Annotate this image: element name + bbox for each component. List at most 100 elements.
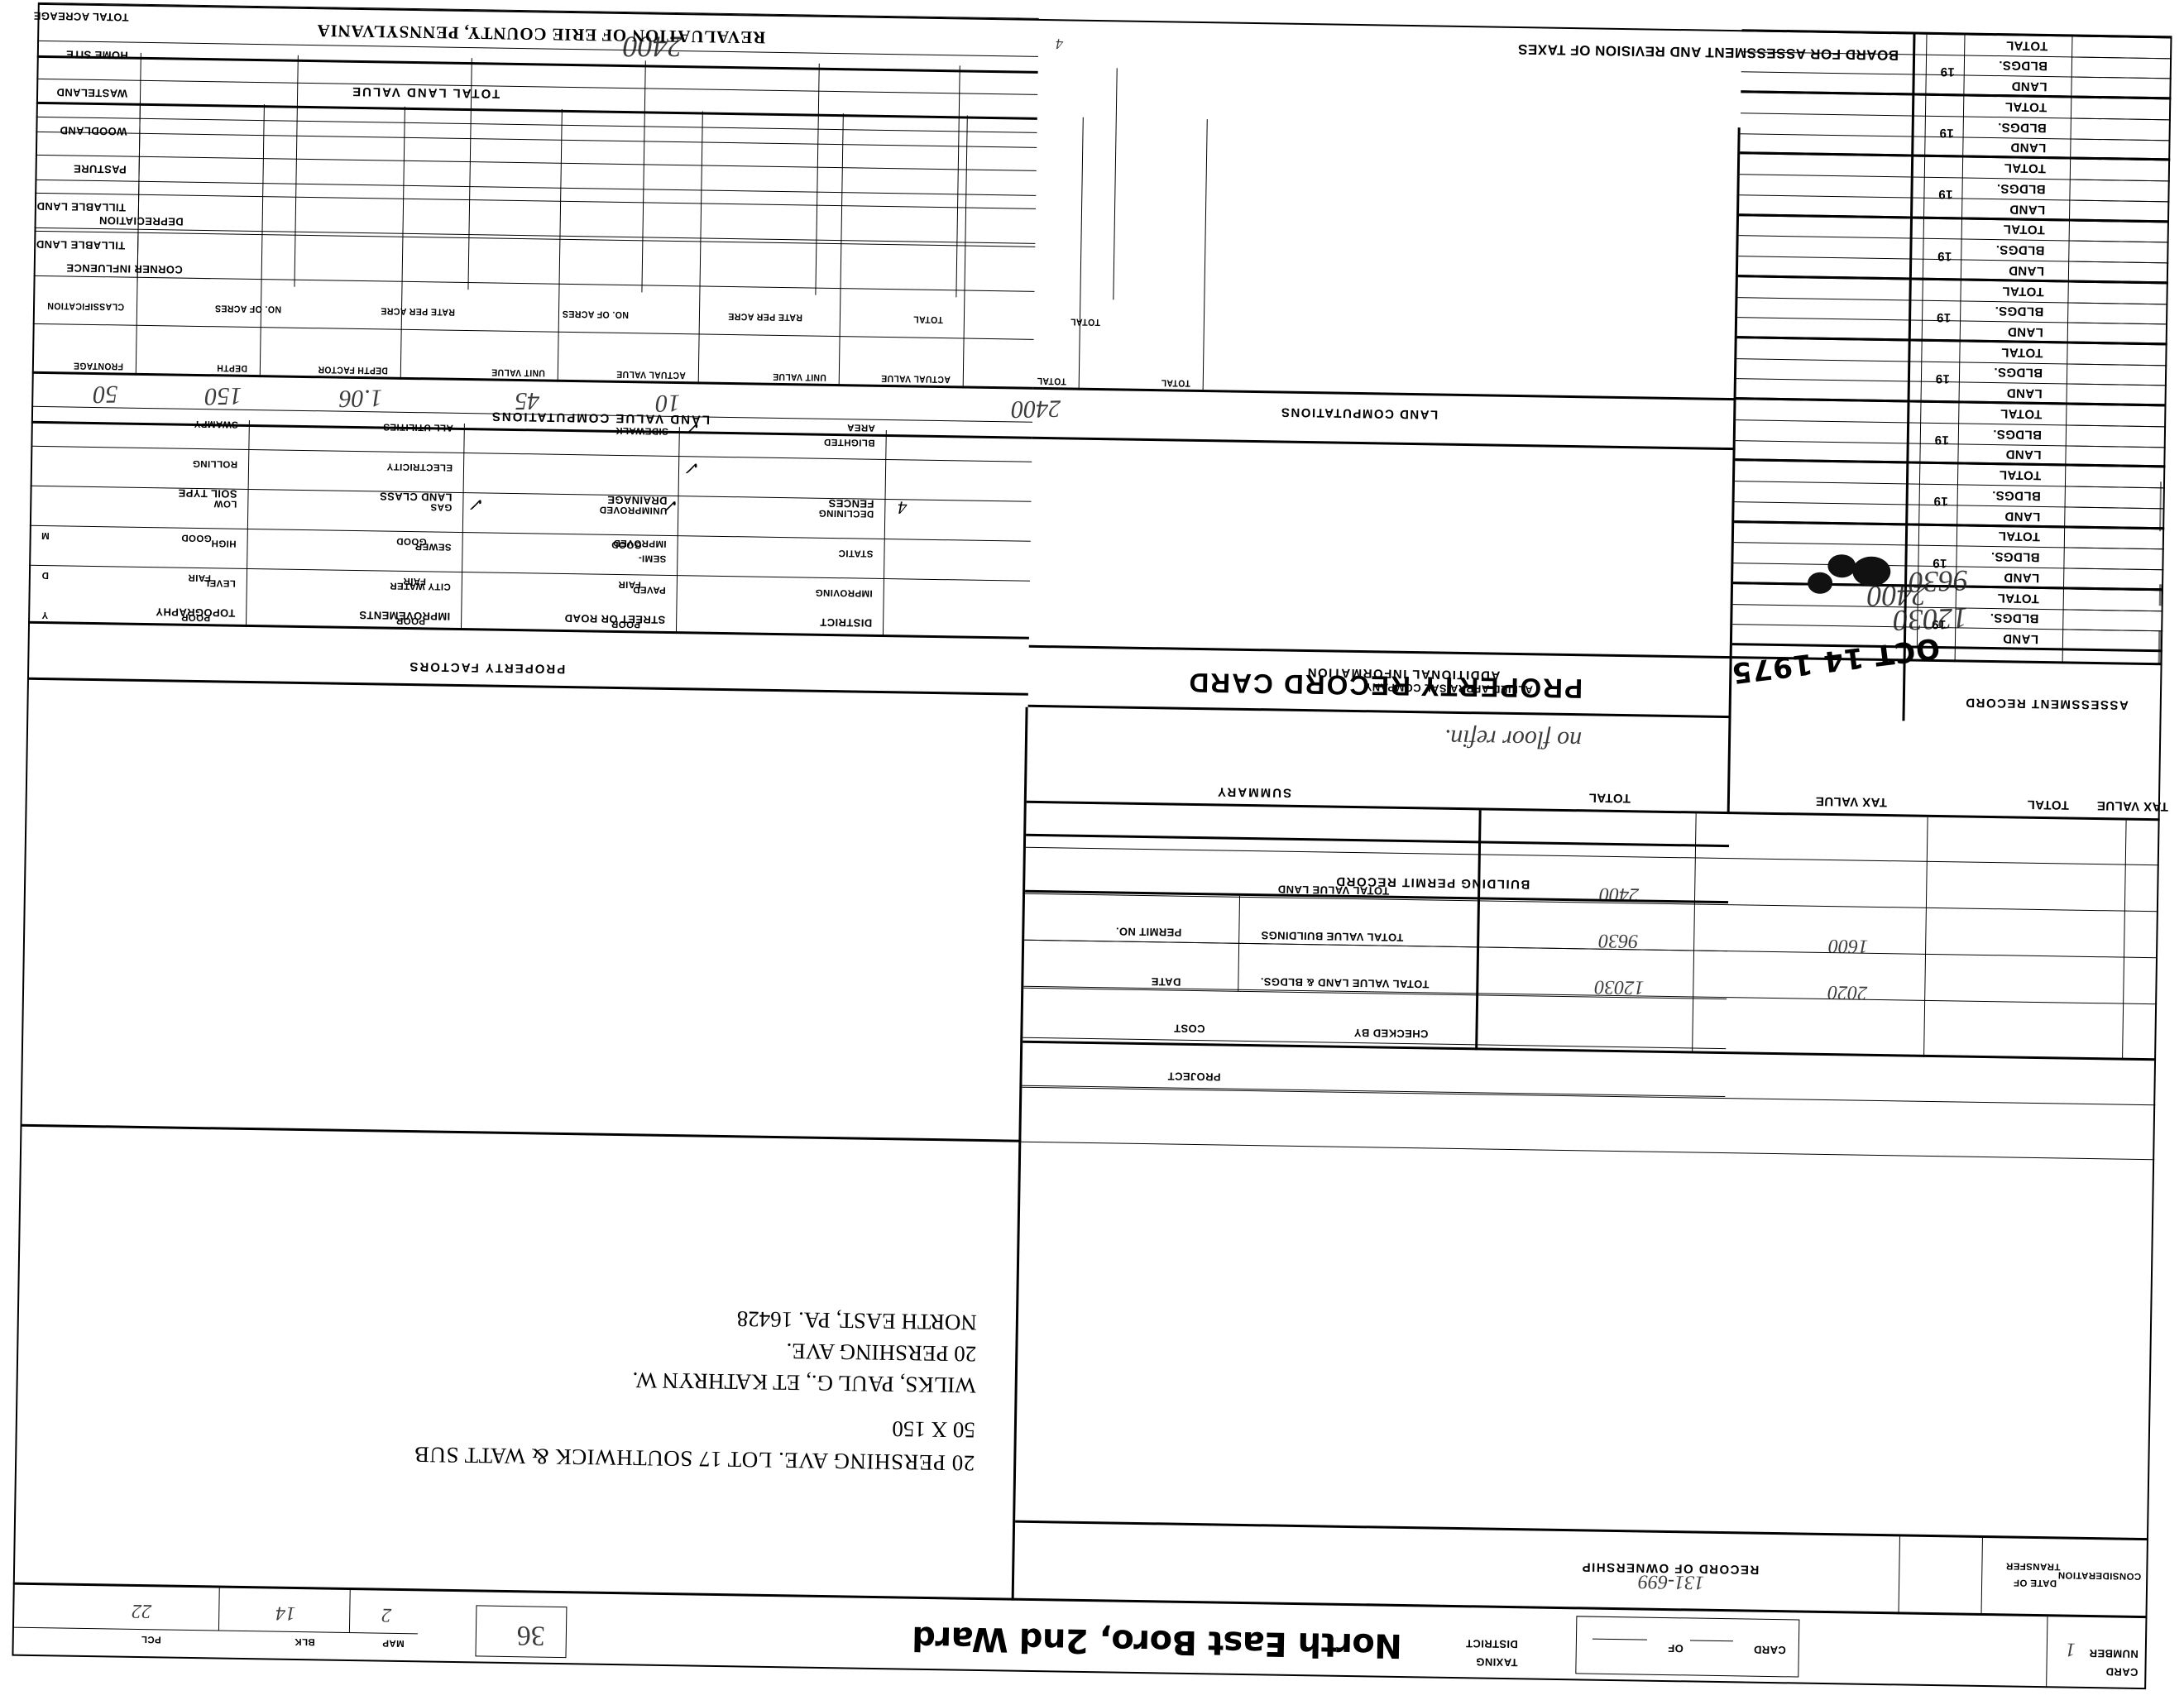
summary-col-taxvalue-2: TAX VALUE [2096,798,2169,814]
owner-address: 20 PERSHING AVE. [786,1339,977,1367]
assessment-handwritten-bldgs: 9630 [1908,563,1969,600]
property-factors-col-district: DISTRICT [819,615,873,630]
assessment-row-label-bldgs: BLDGS. [1998,58,2048,74]
assessment-row-label-land: LAND [2007,324,2043,339]
pf-cell-improvements-3: ELECTRICITY [386,461,453,472]
lc-col-total: TOTAL [1070,316,1101,328]
assessment-row-label-bldgs: BLDGS. [1990,611,2039,626]
scan-artifact [2158,584,2162,606]
assessment-row-label-land: LAND [2009,140,2047,156]
assessment-row-label-land: LAND [2008,263,2045,278]
assessment-row-label-total: TOTAL [2000,406,2043,421]
lc-row-total-acreage: TOTAL ACREAGE [33,9,129,24]
assessment-record-title: ASSESSMENT RECORD [1964,695,2129,712]
assessment-year-marker: 19 [1935,371,1951,386]
additional-information-note: no floor refin. [1444,724,1583,754]
quality-col-fences: FENCES [828,496,874,510]
assessment-year-marker: 19 [1940,64,1955,79]
permit-no-label: PERMIT NO. [1115,925,1182,939]
lc-row-pasture: PASTURE [73,162,127,176]
lc-row-tillable-land: TILLABLE LAND [36,237,126,252]
blk-value: 14 [275,1602,296,1624]
consideration-label: CONSIDERATION [2057,1569,2142,1582]
pcl-value: 22 [132,1599,152,1622]
assessment-year-marker: 19 [1933,494,1948,509]
pf-checkmark: ✓ [469,494,486,515]
summary-row-label-buildings: TOTAL VALUE BUILDINGS [1261,929,1404,944]
assessment-row-label-land: LAND [2004,508,2041,524]
summary-col-total-1: TOTAL [1588,790,1631,806]
card-number-value: 1 [2065,1638,2076,1660]
quality-left-label-2: Y [41,610,49,620]
pf-cell-topography-3: ROLLING [192,457,238,469]
district-code-value: 36 [516,1620,546,1651]
lc-col-total: TOTAL [912,314,944,325]
lvc-side-label-1: DEPRECIATION [98,214,184,228]
pf-cell-street-1: SEMI- [638,553,667,563]
lc-col-rate-per-acre: RATE PER ACRE [380,305,456,317]
assessment-year-marker: 19 [1934,433,1949,448]
assessment-row-label-total: TOTAL [2003,222,2045,237]
lvc-value-3: 45 [515,386,540,415]
lvc-col-unit-value: UNIT VALUE [491,366,545,378]
assessment-row-label-land: LAND [2005,447,2042,462]
assessment-year-marker: 19 [1937,187,1953,202]
assessment-row-label-land: LAND [2002,631,2039,646]
blk-label: BLK [294,1636,315,1647]
taxing-district-label-line2: DISTRICT [1465,1637,1518,1651]
assessment-row-label-total: TOTAL [1998,529,2041,544]
assessment-row-label-bldgs: BLDGS. [1996,180,2046,196]
pf-checkmark: ✓ [685,457,702,479]
assessment-row-label-total: TOTAL [2005,37,2048,53]
lvc-value-4: 10 [655,389,681,418]
quality-cell-2-0: GOOD [611,539,642,550]
summary-title: SUMMARY [1215,784,1292,800]
lvc-col-actual-value: ACTUAL VALUE [615,368,686,381]
assessment-row-label-bldgs: BLDGS. [1995,242,2045,258]
taxing-district-value: North East Boro, 2nd Ward [912,1618,1403,1665]
assessment-year-marker: 19 [1938,126,1954,141]
ownership-note: 131-699 [1637,1570,1705,1593]
card-sheet: CARD NUMBER 1 CARD OF TAXING DISTRICT No… [12,1,2172,1690]
assessment-row-label-bldgs: BLDGS. [1993,365,2043,381]
lc-row-woodland: WOODLAND [60,124,127,138]
total-land-value-label: TOTAL LAND VALUE [350,84,500,101]
card-outer-border [12,2,2172,1690]
lvc-col-depth: DEPTH [216,362,248,373]
lvc-value-0: 50 [93,380,118,409]
pf-cell-topography-1: HIGH [211,538,237,548]
assessment-row-label-land: LAND [2009,201,2046,217]
pf-cell-district-4: BLIGHTED [823,436,875,448]
owner-name: WILKS, PAUL G., ET KATHRYN W. [632,1367,976,1398]
summary-row-label-land-bldgs: TOTAL VALUE LAND & BLDGS. [1260,975,1430,991]
date-of-transfer-label-line1: DATE OF [2013,1577,2057,1588]
quality-cell-1-2: POOR [395,615,426,626]
quality-col-land-class: LAND CLASS [379,490,453,504]
lvc-col-unit-value: UNIT VALUE [772,371,826,382]
lvc-value-1: 150 [204,382,242,410]
lvc-value-7: 2400 [1010,395,1061,424]
appraiser-name: ALLIED APPRAISAL COMPANY [1364,681,1534,697]
summary-col-total-2: TOTAL [2027,797,2070,812]
summary-value-bldg-total-2: 1600 [1827,934,1869,957]
card-number-label-line1: CARD [2105,1665,2138,1679]
map-value: 2 [381,1603,392,1626]
assessment-handwritten-total: 12030 [1892,601,1969,638]
pf-cell-district-1: STATIC [838,548,874,558]
lc-col-no-of-acres: NO. OF ACRES [214,303,282,314]
quality-cell-2-1: FAIR [617,578,641,590]
card-number-label-line2: NUMBER [2089,1647,2138,1660]
assessment-row-label-total: TOTAL [2001,283,2044,299]
assessment-row-label-total: TOTAL [2000,344,2043,360]
quality-cell-0-2: POOR [180,611,211,623]
assessment-row-label-land: LAND [2011,79,2048,94]
pf-cell-district-0: IMPROVING [815,587,873,598]
permit-date-label: DATE [1151,975,1181,989]
quality-col-drainage: DRAINAGE [606,493,668,507]
quality-left-label-0: M [41,530,50,541]
assessment-row-label-total: TOTAL [2004,99,2048,114]
assessment-row-label-bldgs: BLDGS. [1995,304,2044,319]
building-permit-record-title: BUILDING PERMIT RECORD [1334,874,1530,892]
assessment-row-label-bldgs: BLDGS. [1992,426,2043,442]
